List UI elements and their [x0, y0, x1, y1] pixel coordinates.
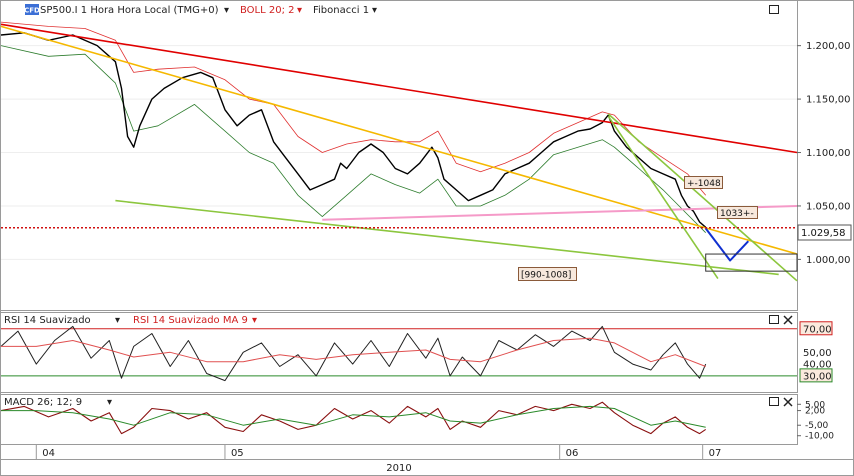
macd-label[interactable]: MACD 26; 12; 9 [4, 397, 82, 408]
rsi-label[interactable]: RSI 14 Suavizado [4, 315, 91, 326]
rsi-14-suavizado-ma-9-line [1, 337, 706, 367]
green-lower-channel-line [607, 115, 719, 280]
rsi-reference-lines [1, 328, 797, 377]
sp500-i-close-line [0, 32, 707, 228]
macd-panel-maximize-icon[interactable] [769, 397, 779, 406]
rsi-tick-label: 40,00 [803, 360, 832, 371]
annotation-1033: 1033+- [720, 209, 754, 219]
rsi-panel-maximize-icon[interactable] [769, 315, 779, 324]
y-tick-label: 1.100,00 [806, 148, 851, 159]
chart-header: CFD SP500.I 1 Hora Hora Local (TMG+0) ▾ … [24, 4, 377, 16]
annotation-1048: +-1048 [687, 179, 721, 189]
cfd-logo-text: CFD [24, 7, 40, 15]
macd-dropdown-icon[interactable]: ▾ [107, 397, 112, 408]
macd-tick-label: 2,00 [805, 407, 825, 417]
macd-panel-frame [0, 394, 798, 445]
macd-tick-label: 5,00 [805, 400, 825, 410]
annotation-1033-box [717, 206, 758, 219]
current-price-label: 1.029,58 [801, 228, 846, 239]
rsi-ma-dropdown-icon[interactable]: ▾ [252, 315, 257, 326]
date-axis: 04 05 06 07 [35, 445, 722, 459]
year-label: 2010 [386, 463, 411, 474]
rsi-dropdown-icon[interactable]: ▾ [115, 315, 120, 326]
bollinger-bands [0, 21, 707, 233]
date-tick-label: 07 [709, 448, 722, 459]
range-zone-box [705, 253, 798, 272]
boll-20-2-lower-line [0, 45, 706, 233]
green-upper-channel-line [607, 113, 798, 282]
red-trendline-line [0, 23, 798, 154]
boll-dropdown-icon[interactable]: ▾ [297, 5, 302, 16]
rsi-ma-label[interactable]: RSI 14 Suavizado MA 9 [133, 315, 248, 326]
macd-axis: 5,002,00 -5,00-10,00 [797, 400, 834, 442]
price-panel-maximize-icon[interactable] [769, 5, 779, 14]
rsi-panel-frame [0, 312, 798, 393]
annotations: +-1048 1033+- [990-1008] [518, 176, 758, 281]
rsi-tick-label: 30,00 [803, 371, 832, 382]
macd-series [0, 401, 707, 435]
macd-tick-label: -5,00 [805, 421, 829, 431]
macd-tick-label: -10,00 [805, 432, 834, 442]
rsi-tick-label: 50,00 [803, 348, 832, 359]
rsi-tick-label: 70,00 [803, 324, 832, 335]
date-tick-label: 05 [231, 448, 244, 459]
cfd-logo-icon [25, 4, 39, 15]
fibonacci-dropdown-icon[interactable]: ▾ [372, 5, 377, 16]
blue-projection-line [704, 227, 750, 262]
symbol-label[interactable]: SP500.I 1 Hora Hora Local (TMG+0) [40, 5, 219, 16]
macd-line-line [0, 401, 707, 435]
rsi-panel-close-icon[interactable] [783, 315, 793, 325]
rsi-level-box [799, 321, 833, 336]
y-tick-label: 1.200,00 [806, 41, 851, 52]
y-tick-label: 1.000,00 [806, 255, 851, 266]
current-price-box [797, 224, 852, 241]
macd-signal-line [1, 405, 706, 428]
annotation-range: [990-1008] [521, 271, 571, 281]
date-tick-label: 04 [42, 448, 55, 459]
annotation-1048-box [684, 176, 723, 189]
rsi-level-box [799, 368, 833, 383]
green-lower-trendline-line [115, 199, 779, 276]
price-axis: 1.200,00 1.150,00 1.100,00 1.050,00 1.000,00 [797, 41, 851, 266]
symbol-dropdown-icon[interactable]: ▾ [224, 5, 229, 16]
fibonacci-label[interactable]: Fibonacci 1 [313, 5, 369, 16]
yellow-trendline-line [0, 25, 798, 255]
price-panel-frame [0, 0, 798, 311]
y-tick-label: 1.050,00 [806, 201, 851, 212]
y-tick-label: 1.150,00 [806, 95, 851, 106]
annotation-range-box [518, 267, 577, 281]
price-series [0, 32, 707, 228]
boll-20-2-upper-line [0, 21, 707, 196]
rsi-series [0, 325, 707, 382]
macd-panel-close-icon[interactable] [783, 397, 793, 407]
rsi-14-suavizado-line [0, 325, 707, 382]
boll-label[interactable]: BOLL 20; 2 [240, 5, 295, 16]
date-tick-label: 06 [566, 448, 579, 459]
